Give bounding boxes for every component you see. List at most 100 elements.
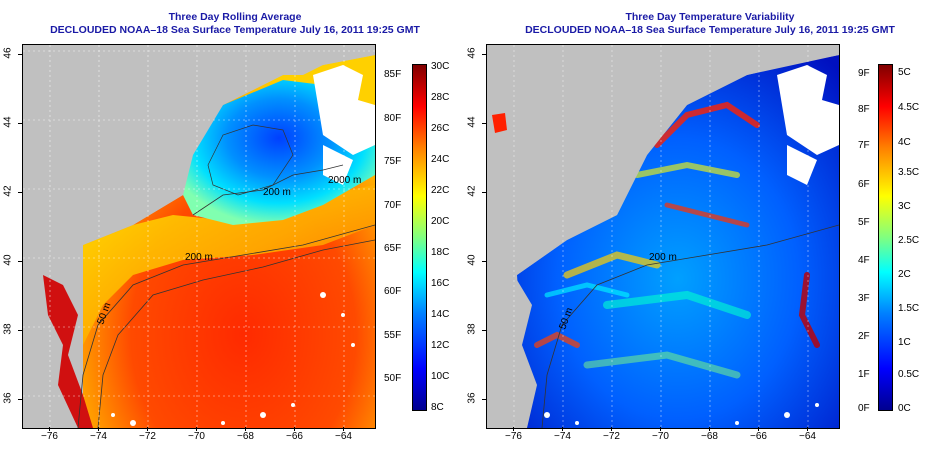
sst-variability-map: 200 m 50 m: [486, 44, 840, 429]
colorbar-fahrenheit-label: 9F: [858, 68, 870, 79]
colorbar-celsius-label: 30C: [431, 61, 450, 72]
lat-tick-label: 36: [2, 392, 14, 404]
lon-tick-label: −68: [237, 431, 254, 442]
colorbar-fahrenheit-label: 4F: [858, 255, 870, 266]
tick-mark: [758, 427, 759, 431]
colorbar-celsius-label: 1C: [898, 337, 911, 348]
colorbar-fahrenheit-label: 80F: [384, 113, 402, 124]
tick-mark: [18, 54, 22, 55]
lat-tick-label: 40: [2, 254, 14, 266]
panel2-title: Three Day Temperature Variability DECLOU…: [470, 11, 950, 37]
colorbar-fahrenheit-label: 1F: [858, 369, 870, 380]
colorbar-celsius-label: 3.5C: [898, 167, 920, 178]
colorbar-fahrenheit-label: 65F: [384, 243, 402, 254]
lon-tick-label: −72: [603, 431, 620, 442]
colorbar-celsius-label: 26C: [431, 123, 450, 134]
contour-label-200m-gom: 200 m: [263, 187, 291, 198]
colorbar-celsius-label: 1.5C: [898, 303, 920, 314]
colorbar-celsius-label: 2C: [898, 269, 911, 280]
colorbar-fahrenheit-label: 6F: [858, 179, 870, 190]
contour-label-2000m: 2000 m: [328, 175, 361, 186]
colorbar-celsius-label: 16C: [431, 278, 450, 289]
colorbar-fahrenheit-label: 5F: [858, 217, 870, 228]
sst-variability-colorbar: [878, 64, 893, 411]
colorbar-celsius-label: 2.5C: [898, 235, 920, 246]
colorbar-fahrenheit-label: 2F: [858, 331, 870, 342]
tick-mark: [709, 427, 710, 431]
colorbar-celsius-label: 5C: [898, 67, 911, 78]
tick-mark: [18, 399, 22, 400]
colorbar-fahrenheit-label: 3F: [858, 293, 870, 304]
lat-tick-label: 46: [466, 47, 478, 59]
tick-mark: [147, 427, 148, 431]
tick-mark: [513, 427, 514, 431]
tick-mark: [18, 261, 22, 262]
lon-tick-label: −72: [139, 431, 156, 442]
colorbar-celsius-label: 24C: [431, 154, 450, 165]
tick-mark: [482, 123, 486, 124]
colorbar-celsius-label: 20C: [431, 216, 450, 227]
panel1-title-line1: Three Day Rolling Average: [168, 11, 302, 23]
tick-mark: [196, 427, 197, 431]
colorbar-celsius-label: 28C: [431, 92, 450, 103]
tick-mark: [482, 261, 486, 262]
colorbar-fahrenheit-label: 7F: [858, 140, 870, 151]
lon-tick-label: −76: [505, 431, 522, 442]
sst-average-map: 2000 m 200 m 50 m 200 m: [22, 44, 376, 429]
colorbar-fahrenheit-label: 55F: [384, 330, 402, 341]
colorbar-celsius-label: 0.5C: [898, 369, 920, 380]
panel1-title-line2: DECLOUDED NOAA–18 Sea Surface Temperatur…: [50, 24, 420, 36]
tick-mark: [482, 399, 486, 400]
lon-tick-label: −68: [701, 431, 718, 442]
tick-mark: [482, 54, 486, 55]
colorbar-fahrenheit-label: 70F: [384, 200, 402, 211]
lon-tick-label: −70: [188, 431, 205, 442]
lat-tick-label: 38: [2, 323, 14, 335]
tick-mark: [18, 330, 22, 331]
tick-mark: [294, 427, 295, 431]
lat-tick-label: 40: [466, 254, 478, 266]
colorbar-celsius-label: 8C: [431, 402, 444, 413]
tick-mark: [562, 427, 563, 431]
colorbar-celsius-label: 10C: [431, 371, 450, 382]
colorbar-fahrenheit-label: 60F: [384, 286, 402, 297]
panel2-title-line1: Three Day Temperature Variability: [625, 11, 795, 23]
colorbar-fahrenheit-label: 50F: [384, 373, 402, 384]
tick-mark: [49, 427, 50, 431]
tick-mark: [18, 192, 22, 193]
lat-tick-label: 44: [2, 116, 14, 128]
lon-tick-label: −64: [335, 431, 352, 442]
colorbar-celsius-label: 14C: [431, 309, 450, 320]
tick-mark: [343, 427, 344, 431]
tick-mark: [18, 123, 22, 124]
lon-tick-label: −74: [554, 431, 571, 442]
tick-mark: [245, 427, 246, 431]
colorbar-fahrenheit-label: 75F: [384, 156, 402, 167]
lon-tick-label: −74: [90, 431, 107, 442]
tick-mark: [98, 427, 99, 431]
tick-mark: [807, 427, 808, 431]
tick-mark: [611, 427, 612, 431]
lat-tick-label: 44: [466, 116, 478, 128]
lon-tick-label: −64: [799, 431, 816, 442]
contour-label-200m: 200 m: [649, 252, 677, 263]
lat-tick-label: 42: [466, 185, 478, 197]
lon-tick-label: −66: [286, 431, 303, 442]
colorbar-celsius-label: 12C: [431, 340, 450, 351]
sst-variability-map-image: 200 m 50 m: [487, 45, 839, 428]
colorbar-fahrenheit-label: 8F: [858, 104, 870, 115]
panel2-title-line2: DECLOUDED NOAA–18 Sea Surface Temperatur…: [525, 24, 895, 36]
sst-average-colorbar: [412, 64, 427, 411]
panel1-title: Three Day Rolling Average DECLOUDED NOAA…: [0, 11, 470, 37]
lat-tick-label: 38: [466, 323, 478, 335]
tick-mark: [482, 330, 486, 331]
colorbar-celsius-label: 22C: [431, 185, 450, 196]
colorbar-fahrenheit-label: 0F: [858, 403, 870, 414]
colorbar-celsius-label: 18C: [431, 247, 450, 258]
contour-label-200m: 200 m: [185, 252, 213, 263]
lat-tick-label: 46: [2, 47, 14, 59]
colorbar-celsius-label: 0C: [898, 403, 911, 414]
colorbar-celsius-label: 4C: [898, 137, 911, 148]
colorbar-fahrenheit-label: 85F: [384, 69, 402, 80]
lat-tick-label: 42: [2, 185, 14, 197]
